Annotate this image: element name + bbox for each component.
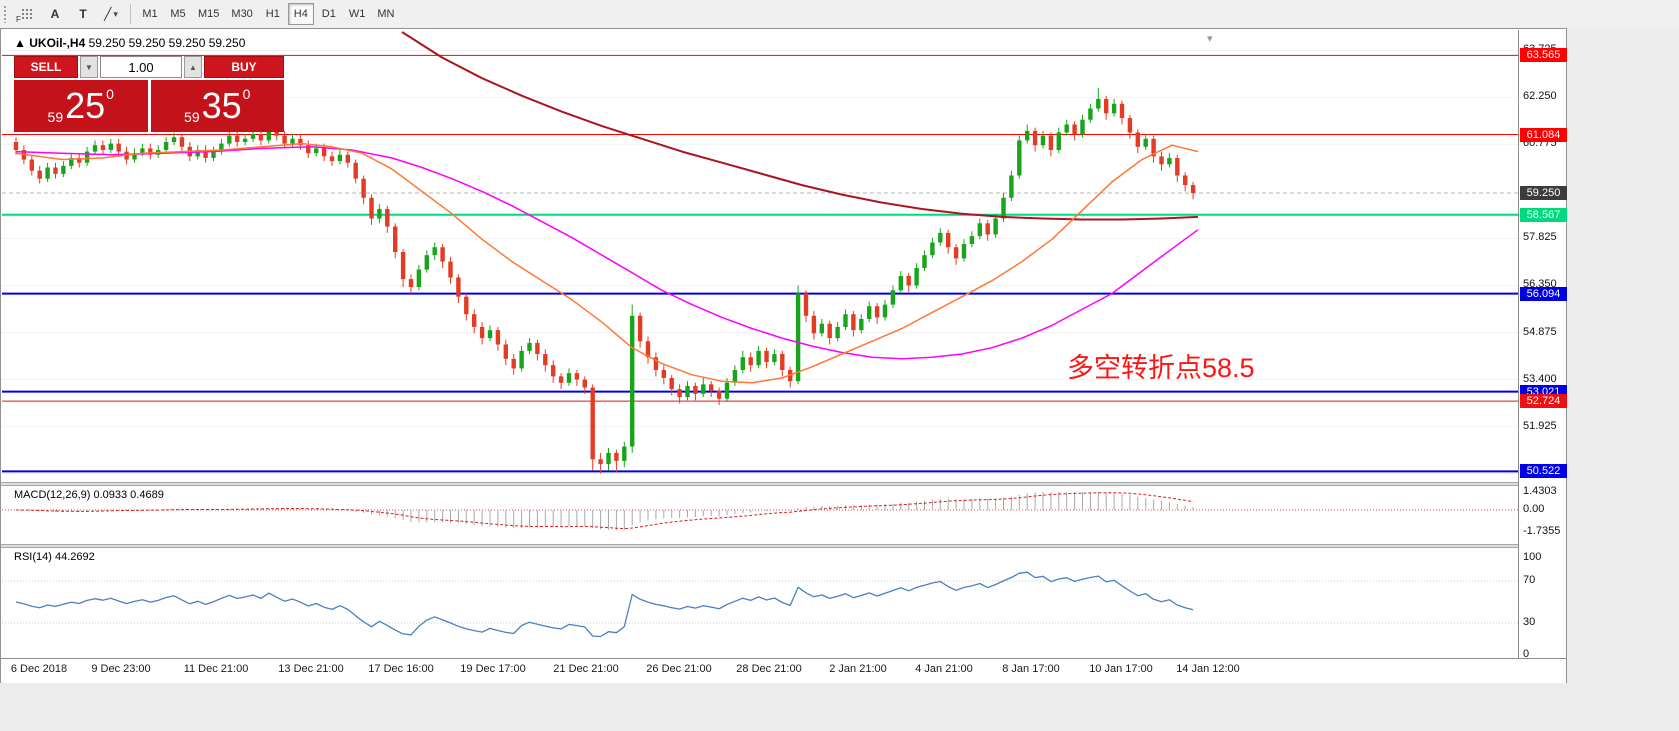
price-scale-label: 53.400	[1523, 373, 1557, 385]
workspace-background	[1567, 28, 1679, 683]
candlestick-chart-canvas[interactable]	[2, 30, 1518, 482]
sell-button[interactable]: SELL	[14, 56, 78, 78]
price-scale-label: 30	[1523, 616, 1536, 628]
sell-price-prefix: 59	[47, 109, 64, 125]
toolbar-grip[interactable]	[3, 5, 8, 23]
timeframe-button-m30[interactable]: M30	[231, 8, 253, 20]
rsi-label: RSI(14) 44.2692	[14, 551, 95, 563]
price-scale-label: 54.875	[1523, 326, 1557, 338]
dropdown-caret-icon: ▾	[113, 8, 118, 19]
timeframe-button-m15[interactable]: M15	[198, 8, 220, 20]
macd-values: 0.0933 0.4689	[93, 489, 164, 501]
timeframe-button-d1[interactable]: D1	[321, 8, 336, 20]
macd-chart-canvas	[2, 491, 1518, 531]
price-badge: 58.567	[1520, 208, 1567, 222]
shapes-tool-icon: ╱	[104, 7, 112, 21]
crosshair-tool-sub-label: F	[16, 15, 21, 24]
time-axis-label: 14 Jan 12:00	[1176, 663, 1240, 675]
shapes-tool-button[interactable]: ╱ ▾	[98, 3, 124, 25]
time-axis-label: 9 Dec 23:00	[91, 663, 151, 675]
time-axis-label: 6 Dec 2018	[10, 663, 68, 675]
text-label-tool-button[interactable]: T	[70, 3, 96, 25]
text-tool-icon: A	[50, 7, 60, 21]
chart-shift-marker-icon: ▾	[1207, 33, 1213, 45]
buy-price-prefix: 59	[184, 109, 200, 125]
symbol-marker-icon: ▲	[14, 36, 26, 50]
price-scale-label: 57.825	[1523, 231, 1557, 243]
time-axis[interactable]: 6 Dec 2018 9 Dec 23:00 11 Dec 21:00 13 Dec …	[1, 658, 1566, 683]
sell-price-panel[interactable]: 59 25 0	[14, 80, 148, 132]
volume-decrease-button[interactable]: ▼	[80, 56, 98, 78]
chart-toolbar: F A T ╱ ▾ M1 M5 M15 M30 H1 H4 D1 W1 MN	[0, 0, 1679, 29]
price-badge: 59.250	[1520, 186, 1567, 200]
time-axis-label: 11 Dec 21:00	[183, 663, 249, 675]
text-tool-button[interactable]: A	[42, 3, 68, 25]
buy-price-panel[interactable]: 59 35 0	[150, 80, 284, 132]
time-axis-label: 26 Dec 21:00	[646, 663, 712, 675]
sell-price-pip: 0	[106, 86, 114, 102]
price-scale-label: 0	[1523, 648, 1530, 660]
timeframe-button-mn[interactable]: MN	[377, 8, 395, 20]
macd-label: MACD(12,26,9) 0.0933 0.4689	[14, 489, 164, 501]
buy-price-pip: 0	[242, 86, 251, 102]
chart-window: ▲ UKOil-,H4 59.250 59.250 59.250 59.250 …	[0, 28, 1567, 683]
rsi-chart-canvas	[2, 571, 1518, 638]
rsi-indicator-pane[interactable]: RSI(14) 44.2692	[2, 548, 1518, 658]
spin-down-icon: ▼	[85, 62, 93, 72]
time-axis-label: 28 Dec 21:00	[736, 663, 802, 675]
time-axis-label: 17 Dec 16:00	[368, 663, 434, 675]
volume-input[interactable]: 1.00	[100, 56, 182, 78]
toolbar-separator	[130, 4, 131, 24]
price-scale-label: -1.7355	[1523, 525, 1561, 537]
price-scale-label: 100	[1523, 551, 1542, 563]
buy-button[interactable]: BUY	[204, 56, 284, 78]
text-label-tool-icon: T	[79, 7, 87, 21]
price-scale-label: 51.925	[1523, 420, 1557, 432]
buy-price-main: 35	[201, 85, 242, 126]
timeframe-group: M1 M5 M15 M30 H1 H4 D1 W1 MN	[136, 3, 400, 25]
symbol-period-label: UKOil-,H4	[29, 36, 86, 50]
time-axis-label: 4 Jan 21:00	[915, 663, 973, 675]
price-scale-label: 62.250	[1523, 90, 1557, 102]
timeframe-button-w1[interactable]: W1	[348, 8, 366, 20]
timeframe-button-h4[interactable]: H4	[287, 3, 314, 25]
price-badge: 50.522	[1520, 464, 1567, 478]
price-scale-label: 70	[1523, 574, 1536, 586]
timeframe-button-m1[interactable]: M1	[142, 8, 158, 20]
crosshair-tool-button[interactable]: F	[14, 3, 40, 25]
sell-price-main: 25	[65, 85, 106, 126]
workspace-background	[0, 683, 1679, 731]
macd-indicator-pane[interactable]: MACD(12,26,9) 0.0933 0.4689	[2, 486, 1518, 544]
main-chart-pane[interactable]: ▲ UKOil-,H4 59.250 59.250 59.250 59.250 …	[2, 30, 1518, 482]
time-axis-label: 10 Jan 17:00	[1089, 663, 1153, 675]
volume-increase-button[interactable]: ▲	[184, 56, 202, 78]
spin-up-icon: ▲	[189, 62, 197, 72]
price-scale-label: 1.4303	[1523, 485, 1557, 497]
drawing-tool-group: F A T ╱ ▾	[13, 3, 125, 25]
timeframe-button-h1[interactable]: H1	[265, 8, 280, 20]
price-badge: 63.565	[1520, 48, 1567, 62]
price-badge: 56.094	[1520, 287, 1567, 301]
time-axis-label: 19 Dec 17:00	[460, 663, 526, 675]
price-badge: 52.724	[1520, 394, 1567, 408]
time-axis-label: 21 Dec 21:00	[553, 663, 619, 675]
price-scale-label: 0.00	[1523, 503, 1545, 515]
ohlc-values: 59.250 59.250 59.250 59.250	[88, 36, 246, 50]
chart-title: ▲ UKOil-,H4 59.250 59.250 59.250 59.250	[14, 36, 245, 50]
price-badge: 61.084	[1520, 128, 1567, 142]
time-axis-label: 8 Jan 17:00	[1002, 663, 1060, 675]
rsi-value: 44.2692	[54, 551, 95, 563]
pane-splitter[interactable]	[1, 544, 1566, 548]
pane-splitter[interactable]	[1, 482, 1566, 486]
time-axis-label: 13 Dec 21:00	[278, 663, 344, 675]
price-scale[interactable]: 63.72562.25060.77557.82556.35054.87553.4…	[1518, 30, 1567, 660]
one-click-trading-widget: SELL ▼ 1.00 ▲ BUY 59 25 0 59 35 0	[14, 56, 284, 132]
crosshair-tool-icon	[20, 7, 34, 21]
timeframe-button-m5[interactable]: M5	[170, 8, 186, 20]
time-axis-label: 2 Jan 21:00	[829, 663, 887, 675]
chart-annotation-text: 多空转折点58.5	[1067, 353, 1255, 383]
